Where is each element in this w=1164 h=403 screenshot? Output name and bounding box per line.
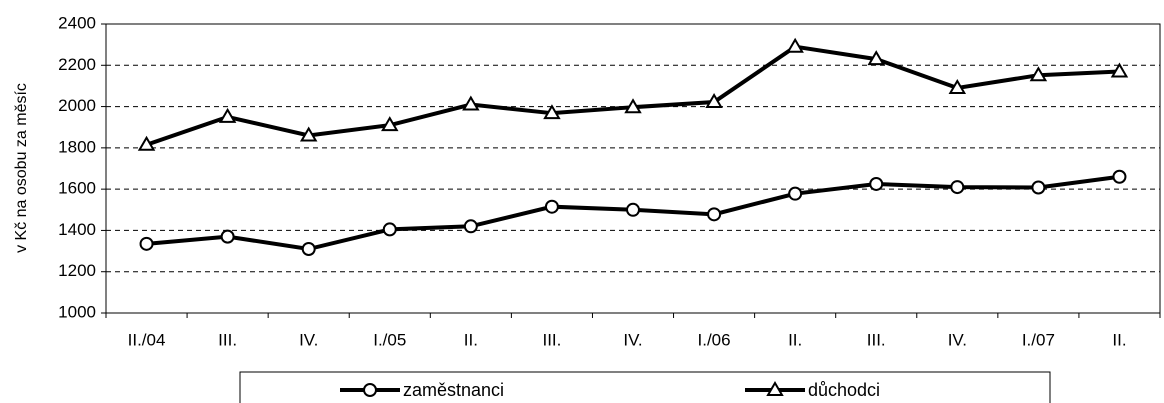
x-tick-label: IV. xyxy=(299,330,318,349)
y-tick-label: 2400 xyxy=(58,13,96,32)
x-tick-label: II. xyxy=(1112,330,1126,349)
x-tick-label: II./04 xyxy=(128,330,166,349)
marker xyxy=(1112,169,1127,184)
x-tick-label: I./07 xyxy=(1022,330,1055,349)
marker xyxy=(544,199,559,214)
marker xyxy=(1029,66,1048,82)
y-tick-label: 1400 xyxy=(58,220,96,239)
marker xyxy=(786,37,804,53)
legend-marker xyxy=(766,381,784,396)
x-tick-label: III. xyxy=(542,330,561,349)
x-tick-label: IV. xyxy=(948,330,967,349)
x-tick-label: I./06 xyxy=(698,330,731,349)
legend-label: důchodci xyxy=(808,380,880,400)
marker xyxy=(139,236,154,251)
marker xyxy=(624,98,642,114)
marker xyxy=(948,79,967,94)
x-tick-label: III. xyxy=(867,330,886,349)
marker xyxy=(381,116,399,132)
marker xyxy=(220,229,235,244)
marker xyxy=(299,126,318,142)
marker xyxy=(543,104,561,120)
y-axis-label: v Kč na osobu za měsíc xyxy=(13,83,30,253)
y-tick-label: 2000 xyxy=(58,96,96,115)
y-tick-label: 1600 xyxy=(58,179,96,198)
x-tick-label: I./05 xyxy=(373,330,406,349)
marker xyxy=(1031,180,1046,195)
marker xyxy=(867,50,885,66)
series-line xyxy=(145,44,1120,147)
marker xyxy=(950,180,965,195)
marker xyxy=(462,95,480,111)
y-tick-label: 1800 xyxy=(58,137,96,156)
x-tick-label: II. xyxy=(464,330,478,349)
marker xyxy=(382,222,397,237)
y-tick-label: 1000 xyxy=(58,302,96,321)
x-tick-label: IV. xyxy=(623,330,642,349)
x-tick-label: II. xyxy=(788,330,802,349)
marker xyxy=(218,107,237,123)
marker xyxy=(626,202,640,217)
marker xyxy=(1110,62,1129,78)
marker xyxy=(463,219,478,234)
legend-marker xyxy=(363,383,377,397)
x-tick-label: III. xyxy=(218,330,237,349)
y-tick-label: 2200 xyxy=(58,55,96,74)
plot-border xyxy=(105,23,1161,314)
marker xyxy=(707,207,722,222)
marker xyxy=(705,93,723,109)
legend-label: zaměstnanci xyxy=(403,380,504,400)
marker xyxy=(869,176,884,191)
marker xyxy=(788,186,803,201)
y-tick-label: 1200 xyxy=(58,261,96,280)
marker xyxy=(137,135,156,151)
legend-box xyxy=(239,371,1051,403)
marker xyxy=(301,242,316,257)
